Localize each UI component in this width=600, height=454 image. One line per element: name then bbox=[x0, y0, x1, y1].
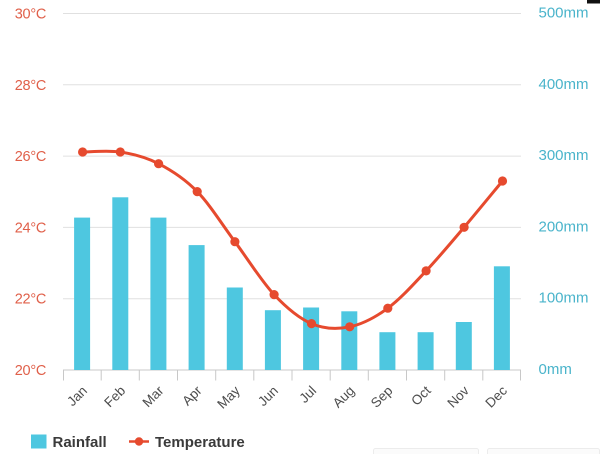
svg-text:300mm: 300mm bbox=[539, 147, 589, 164]
svg-text:20°C: 20°C bbox=[15, 363, 46, 379]
svg-text:26°C: 26°C bbox=[15, 149, 46, 165]
svg-text:100mm: 100mm bbox=[539, 290, 589, 307]
svg-text:Rainfall: Rainfall bbox=[53, 434, 107, 451]
svg-text:0mm: 0mm bbox=[539, 361, 572, 378]
svg-text:400mm: 400mm bbox=[539, 76, 589, 93]
svg-text:200mm: 200mm bbox=[539, 218, 589, 235]
svg-text:500mm: 500mm bbox=[539, 5, 589, 22]
svg-text:28°C: 28°C bbox=[15, 78, 46, 94]
svg-text:24°C: 24°C bbox=[15, 220, 46, 236]
svg-text:Temperature: Temperature bbox=[155, 434, 245, 451]
svg-text:30°C: 30°C bbox=[15, 7, 46, 23]
svg-text:22°C: 22°C bbox=[15, 292, 46, 308]
